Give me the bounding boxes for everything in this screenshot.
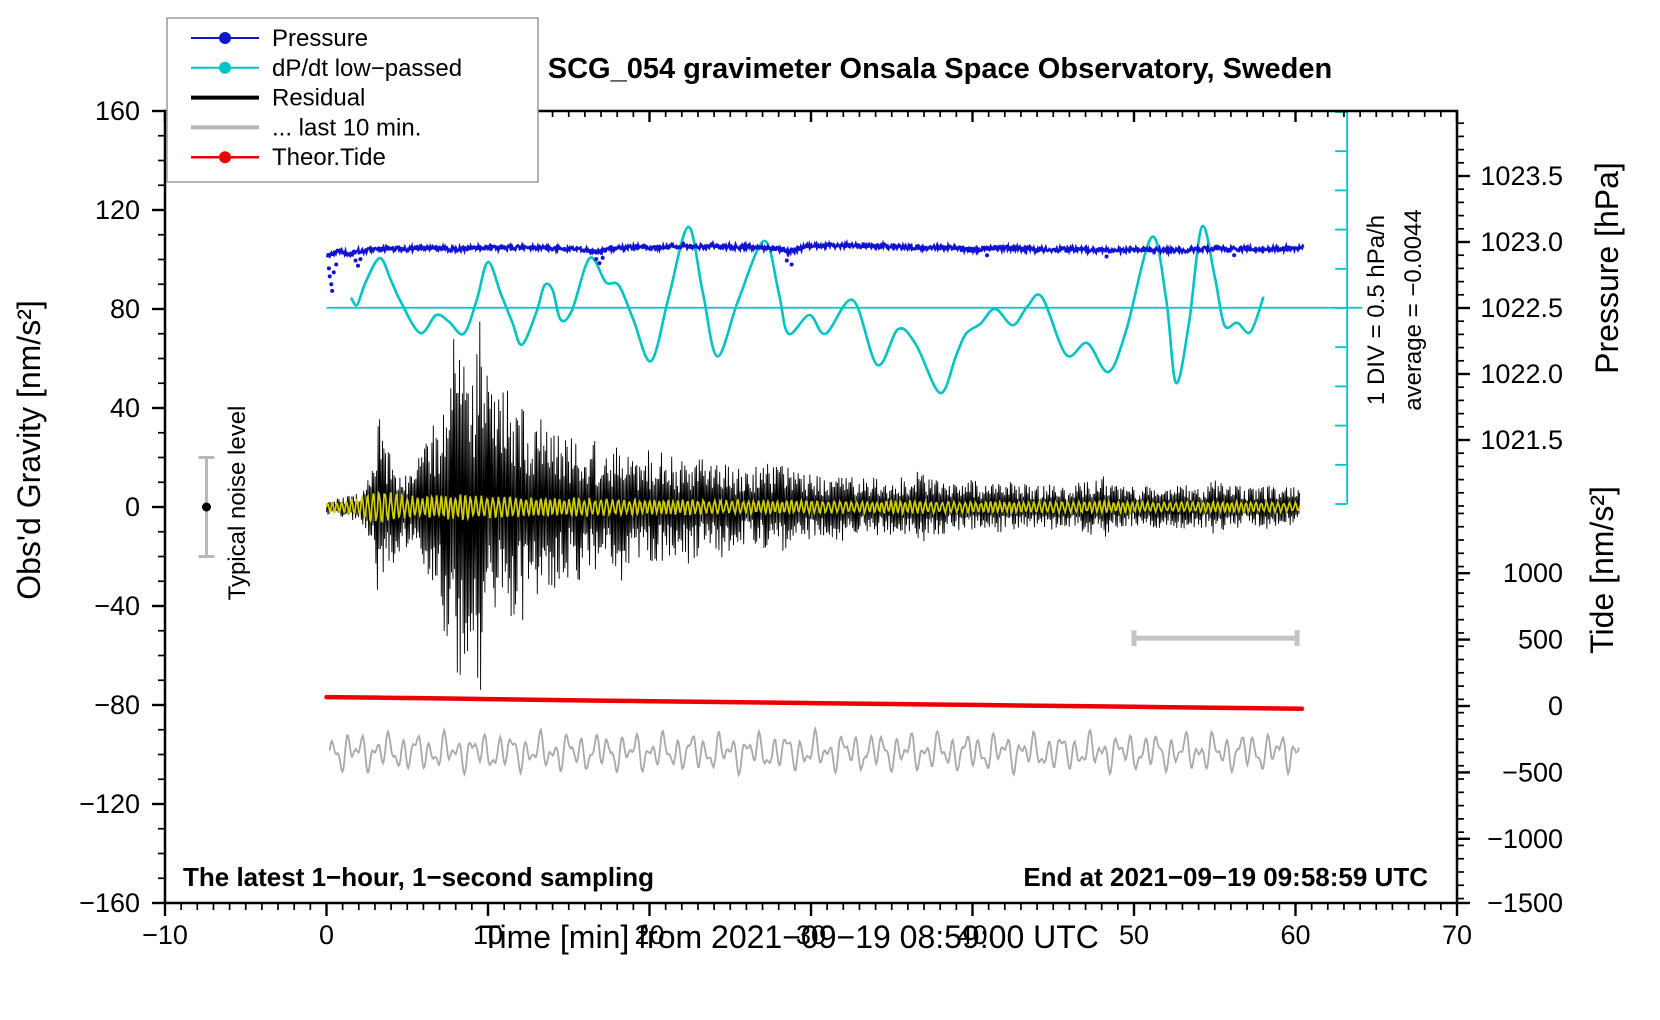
pressure-outlier-dot [358,257,363,262]
div-scale-note: 1 DIV = 0.5 hPa/h [1363,215,1390,405]
pressure-outlier-dot [597,261,602,266]
pressure-outlier-dot [789,262,794,267]
legend-item-label: dP/dt low−passed [272,55,462,82]
gravity-tick-label: 40 [110,393,140,423]
chart-title: SCG_054 gravimeter Onsala Space Observat… [548,53,1332,85]
sampling-note: The latest 1−hour, 1−second sampling [183,862,654,892]
theoretical-tide-series [324,694,1305,712]
legend-item-label: Residual [272,85,365,112]
tide-axis-label: Tide [nm/s²] [1584,486,1620,654]
legend-item-label: Theor.Tide [272,144,386,171]
legend-item-label: Pressure [272,25,368,52]
pressure-outlier-dot [1232,253,1237,258]
gravity-tick-label: −40 [94,591,140,621]
x-tick-label: 30 [796,920,826,950]
average-note: average = −0.0044 [1400,209,1427,411]
gravity-tick-label: 0 [125,492,140,522]
x-tick-label: −10 [142,920,188,950]
x-tick-label: 70 [1442,920,1472,950]
pressure-outlier-dot [334,262,339,267]
tide-tick-label: 0 [1548,691,1563,721]
pressure-outlier-dot [1104,254,1109,259]
pressure-tick-label: 1022.0 [1480,359,1563,389]
gravity-tick-label: −160 [79,888,140,918]
legend-item-label: ... last 10 min. [272,114,421,141]
last-10-min-series [328,725,1300,778]
tide-tick-label: −500 [1502,757,1563,787]
pressure-outlier-dot [355,263,360,268]
tide-tick-label: 500 [1518,625,1563,655]
noise-center-dot [202,502,212,512]
legend-swatch-dot [219,151,231,164]
pressure-outlier-dot [327,274,332,279]
x-tick-label: 0 [319,920,334,950]
pressure-outlier-dot [784,258,789,263]
gravity-tick-label: 160 [95,96,140,126]
legend: Pressure dP/dt low−passed Residual... last… [166,17,539,183]
legend-swatch-dot [219,32,231,44]
gravity-tick-label: −80 [94,690,140,720]
gravity-axis-label: Obs'd Gravity [nm/s²] [11,300,47,600]
tide-tick-label: −1500 [1487,888,1563,918]
pressure-tick-label: 1022.5 [1480,293,1563,323]
pressure-outlier-dot [353,258,358,263]
gravity-tick-label: −120 [79,789,140,819]
end-time-note: End at 2021−09−19 09:58:59 UTC [1023,862,1428,892]
x-axis-label: Time [min] from 2021−09−19 08:59:00 UTC [481,919,1099,955]
pressure-outlier-dot [326,266,331,271]
x-tick-label: 60 [1280,920,1310,950]
pressure-outlier-dot [600,255,605,260]
pressure-axis-label: Pressure [hPa] [1589,162,1625,374]
pressure-tick-label: 1023.5 [1480,161,1563,191]
pressure-outlier-dot [331,270,336,275]
noise-level-label: Typical noise level [224,406,251,601]
x-tick-label: 10 [473,920,503,950]
pressure-tick-label: 1021.5 [1480,425,1563,455]
gravity-tick-label: 80 [110,294,140,324]
annotation-layer [198,111,1363,647]
x-tick-label: 40 [957,920,987,950]
pressure-series [326,238,1305,259]
pressure-outlier-dot [985,253,990,258]
pressure-outlier-dot [594,257,599,262]
tide-tick-label: 1000 [1503,558,1563,588]
pressure-tick-label: 1023.0 [1480,227,1563,257]
pressure-outlier-dot [330,288,335,293]
axes-frame-layer: −10 0 10 20 30 40 50 60 70 160 120 80 40 0 −40 −80 −120 −… [79,96,1563,950]
tide-tick-label: −1000 [1487,824,1563,854]
legend-swatch-dot [219,61,231,74]
residual-overlay-series [325,490,1301,524]
x-tick-label: 20 [634,920,664,950]
x-tick-label: 50 [1119,920,1149,950]
series-layer [324,224,1305,778]
pressure-outlier-dot [329,282,334,287]
gravity-tick-label: 120 [95,195,140,225]
